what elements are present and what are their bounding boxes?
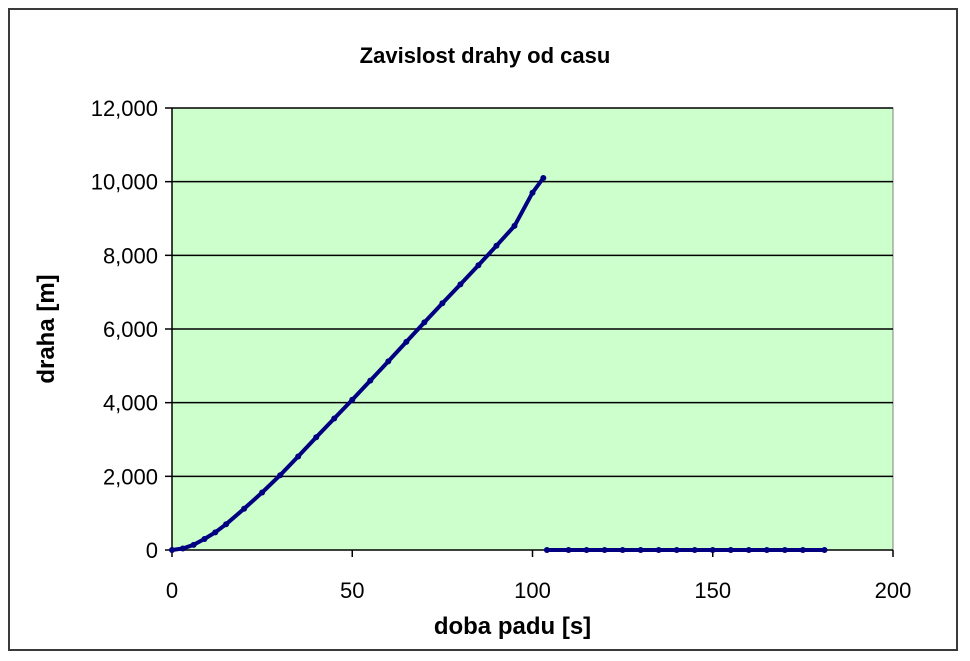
y-tick-label-4: 8,000: [103, 243, 158, 268]
data-point: [475, 262, 482, 269]
data-point: [637, 547, 644, 553]
y-axis-label: draha [m]: [33, 274, 60, 383]
chart-title: Zavislost drahy od casu: [360, 43, 611, 68]
data-point: [223, 521, 230, 528]
data-point: [241, 505, 248, 512]
data-point: [201, 535, 208, 542]
y-tick-label-6: 12,000: [91, 96, 158, 121]
data-point: [259, 489, 266, 496]
data-point: [655, 547, 662, 553]
data-point: [403, 338, 410, 345]
x-tick-label-4: 200: [875, 578, 912, 603]
x-axis-label: doba padu [s]: [434, 613, 591, 640]
data-point: [601, 547, 608, 553]
data-point: [529, 189, 536, 196]
data-point: [295, 453, 302, 460]
data-point: [781, 547, 788, 553]
gridlines: [172, 107, 893, 478]
data-point: [540, 174, 547, 181]
data-point: [190, 541, 197, 548]
data-point: [179, 545, 186, 552]
data-point: [349, 396, 356, 403]
data-point: [277, 472, 284, 479]
data-point: [367, 377, 374, 384]
series-0: [169, 174, 828, 553]
data-point: [799, 547, 806, 553]
data-point: [821, 547, 828, 553]
y-tick-label-2: 4,000: [103, 391, 158, 416]
data-point: [543, 547, 550, 553]
data-point: [691, 547, 698, 553]
x-tick-label-2: 100: [514, 578, 551, 603]
data-point: [331, 415, 338, 422]
data-point: [313, 434, 320, 441]
series-layer: [169, 174, 828, 553]
data-point: [709, 547, 716, 553]
data-point: [619, 547, 626, 553]
tick-labels: 0 2,000 4,000 6,000 8,000 10,000 12,000 0 50 100 1…: [91, 96, 912, 603]
data-point: [565, 547, 572, 553]
data-point: [763, 547, 770, 553]
data-point: [745, 547, 752, 553]
data-point: [583, 547, 590, 553]
y-tick-label-0: 0: [146, 538, 158, 563]
data-point: [457, 281, 464, 288]
x-tick-label-1: 50: [340, 578, 364, 603]
x-tick-label-0: 0: [166, 578, 178, 603]
y-tick-label-3: 6,000: [103, 317, 158, 342]
y-tick-label-5: 10,000: [91, 170, 158, 195]
data-point: [673, 547, 680, 553]
data-point: [727, 547, 734, 553]
y-tick-label-1: 2,000: [103, 464, 158, 489]
data-point: [169, 547, 175, 553]
data-point: [439, 300, 446, 307]
data-point: [493, 242, 500, 249]
data-point: [212, 529, 219, 536]
data-point: [511, 222, 518, 229]
data-point: [421, 319, 428, 326]
data-point: [385, 358, 392, 365]
x-tick-label-3: 150: [694, 578, 731, 603]
